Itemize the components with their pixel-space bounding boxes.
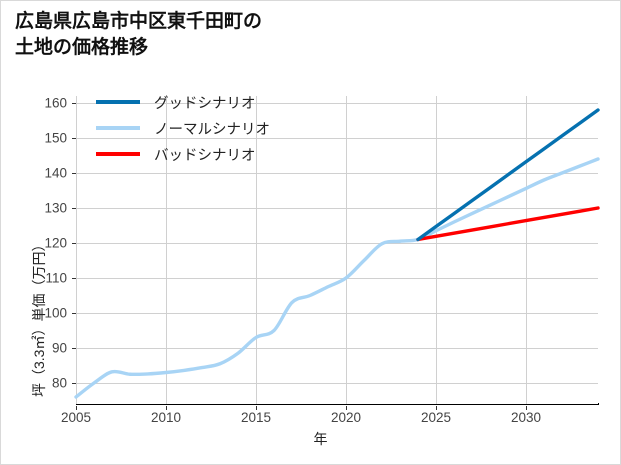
- plot-area: [74, 96, 600, 404]
- x-axis-label-container: 年: [1, 429, 621, 449]
- y-axis-label-container: 坪（3.3㎡）単価（万円）: [19, 101, 47, 401]
- x-tick-mark: [436, 406, 437, 410]
- y-tick-label: 100: [44, 305, 67, 321]
- x-axis-line: [76, 403, 599, 405]
- x-tick-mark: [346, 406, 347, 410]
- x-tick-label: 2015: [240, 410, 272, 425]
- x-tick-mark: [526, 406, 527, 410]
- y-tick-mark: [72, 383, 76, 384]
- x-tick-label: 2030: [510, 410, 542, 425]
- gridline-vertical: [526, 96, 527, 404]
- y-tick-mark: [72, 313, 76, 314]
- x-tick-label: 2020: [330, 410, 362, 425]
- legend-item[interactable]: ノーマルシナリオ: [96, 115, 356, 141]
- gridline-horizontal: [76, 313, 598, 314]
- y-tick-label: 90: [51, 340, 67, 356]
- series-lines: [74, 108, 600, 399]
- page-title: 広島県広島市中区東千田町の 土地の価格推移: [15, 11, 263, 58]
- gridline-vertical: [166, 96, 167, 404]
- x-tick-label: 2010: [150, 410, 182, 425]
- x-tick-mark: [76, 406, 77, 410]
- chart-legend: グッドシナリオ ノーマルシナリオ バッドシナリオ: [96, 89, 356, 167]
- x-tick-label: 2025: [420, 410, 452, 425]
- legend-color-swatch: [96, 100, 140, 104]
- legend-label: ノーマルシナリオ: [154, 121, 270, 138]
- gridline-horizontal: [76, 348, 598, 349]
- legend-item[interactable]: グッドシナリオ: [96, 89, 356, 115]
- y-tick-label: 80: [51, 375, 67, 391]
- gridline-horizontal: [76, 243, 598, 244]
- plot-background: [76, 96, 598, 404]
- legend-label: バッドシナリオ: [154, 147, 256, 164]
- y-tick-mark: [72, 173, 76, 174]
- x-axis-label: 年: [313, 431, 328, 447]
- y-tick-mark: [72, 103, 76, 104]
- y-tick-mark: [72, 278, 76, 279]
- gridline-vertical: [436, 96, 437, 404]
- gridline-horizontal: [76, 103, 598, 104]
- legend-item[interactable]: バッドシナリオ: [96, 141, 356, 167]
- gridline-horizontal: [76, 138, 598, 139]
- series-line: [416, 206, 600, 242]
- legend-label: グッドシナリオ: [154, 95, 256, 112]
- legend-color-swatch: [96, 126, 140, 130]
- legend-color-swatch: [96, 152, 140, 156]
- gridline-horizontal: [76, 278, 598, 279]
- y-tick-mark: [72, 208, 76, 209]
- y-tick-label: 130: [44, 200, 67, 216]
- series-line: [74, 157, 600, 399]
- y-tick-label: 150: [44, 130, 67, 146]
- gridline-vertical: [76, 96, 77, 404]
- y-tick-label: 160: [44, 95, 67, 111]
- series-line: [416, 108, 600, 242]
- y-tick-label: 140: [44, 165, 67, 181]
- x-tick-label: 2005: [60, 410, 92, 425]
- y-tick-mark: [72, 138, 76, 139]
- y-tick-mark: [72, 243, 76, 244]
- y-tick-label: 110: [45, 270, 67, 286]
- x-tick-mark: [256, 406, 257, 410]
- gridline-horizontal: [76, 208, 598, 209]
- y-tick-mark: [72, 348, 76, 349]
- gridline-horizontal: [76, 383, 598, 384]
- y-tick-label: 120: [44, 235, 67, 251]
- gridline-horizontal: [76, 173, 598, 174]
- gridline-vertical: [346, 96, 347, 404]
- gridline-vertical: [256, 96, 257, 404]
- x-tick-mark: [166, 406, 167, 410]
